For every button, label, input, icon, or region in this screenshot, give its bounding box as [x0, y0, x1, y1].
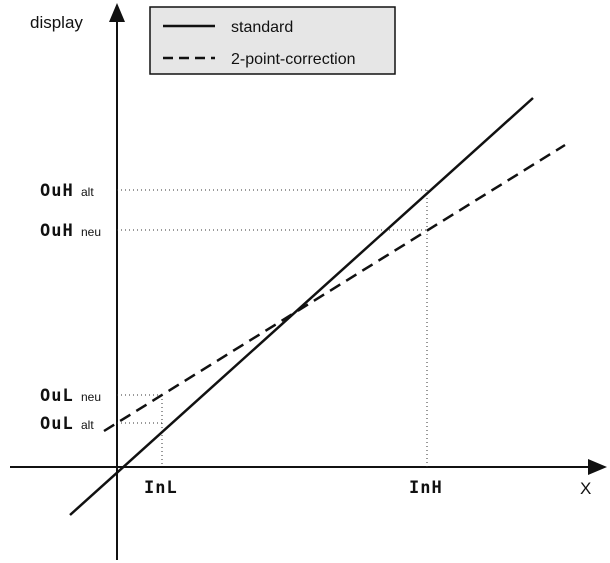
- guide-lines: [117, 189, 428, 467]
- x-marker-inl: InL: [144, 478, 178, 498]
- y-marker-ouh-alt: OuH alt: [40, 181, 94, 201]
- legend-label-standard: standard: [231, 19, 293, 36]
- correction-line: [103, 143, 566, 433]
- y-marker-ouh-neu: OuH neu: [40, 221, 101, 241]
- y-marker-suffix: neu: [81, 390, 101, 404]
- x-axis-label: X: [580, 479, 591, 498]
- x-marker-inh: InH: [409, 478, 443, 498]
- y-marker-code: OuH: [40, 181, 74, 201]
- y-marker-suffix: alt: [81, 418, 94, 432]
- y-marker-code: OuL: [40, 386, 74, 406]
- y-marker-code: OuH: [40, 221, 74, 241]
- legend-box: [149, 6, 396, 75]
- standard-line: [69, 97, 534, 516]
- y-marker-oul-alt: OuL alt: [40, 414, 94, 434]
- y-marker-oul-neu: OuL neu: [40, 386, 101, 406]
- legend: standard 2-point-correction: [149, 6, 396, 75]
- y-marker-suffix: neu: [81, 225, 101, 239]
- legend-label-correction: 2-point-correction: [231, 51, 356, 68]
- x-axis-arrow: [588, 459, 607, 475]
- y-axis-arrow: [109, 3, 125, 22]
- y-marker-code: OuL: [40, 414, 74, 434]
- y-axis-label: display: [30, 13, 83, 32]
- y-marker-suffix: alt: [81, 185, 94, 199]
